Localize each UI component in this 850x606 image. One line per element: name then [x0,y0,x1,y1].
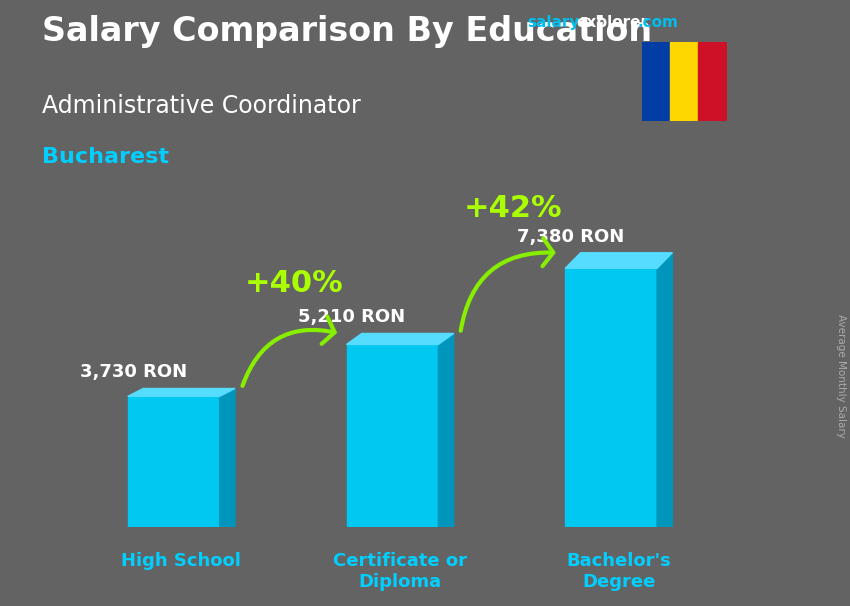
Polygon shape [128,388,235,396]
Text: +40%: +40% [245,269,343,298]
Text: Bachelor's
Degree: Bachelor's Degree [566,552,672,591]
Text: 5,210 RON: 5,210 RON [298,308,405,327]
Bar [128,396,219,527]
Text: Administrative Coordinator: Administrative Coordinator [42,94,361,118]
Text: 3,730 RON: 3,730 RON [80,364,187,382]
Text: Certificate or
Diploma: Certificate or Diploma [333,552,468,591]
Bar [642,42,670,121]
Polygon shape [657,253,672,527]
Bar [699,42,727,121]
Polygon shape [439,333,454,527]
Bar [670,42,699,121]
Polygon shape [219,388,235,527]
Text: explorer: explorer [576,15,649,30]
Polygon shape [347,333,454,344]
Text: Salary Comparison By Education: Salary Comparison By Education [42,15,653,48]
Text: +42%: +42% [463,195,562,224]
Text: High School: High School [122,552,241,570]
Text: Bucharest: Bucharest [42,147,169,167]
Polygon shape [565,253,672,268]
Bar [565,268,657,527]
Text: 7,380 RON: 7,380 RON [517,228,625,246]
Text: Average Monthly Salary: Average Monthly Salary [836,314,846,438]
Bar [347,344,439,527]
Text: salary: salary [527,15,580,30]
Text: .com: .com [638,15,678,30]
